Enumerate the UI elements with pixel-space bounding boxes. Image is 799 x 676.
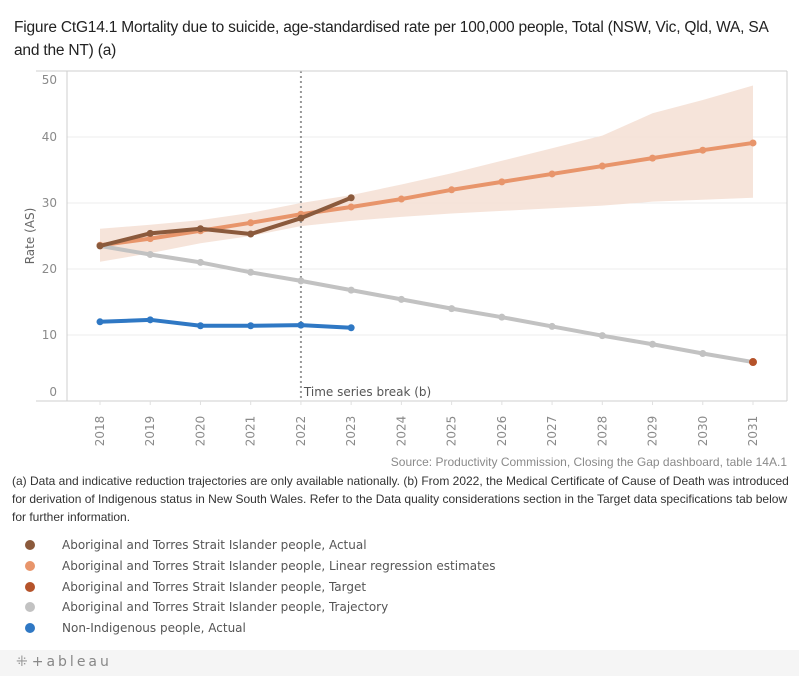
data-point-non-indigenous-people-actual (347, 324, 355, 332)
data-point-aboriginal-and-torres-strait-islander-people-actual (347, 194, 355, 202)
data-point-aboriginal-and-torres-strait-islander-people-trajectory (297, 277, 305, 285)
data-point-aboriginal-and-torres-strait-islander-people-actual (96, 242, 104, 250)
data-point-aboriginal-and-torres-strait-islander-people-trajectory (649, 340, 657, 348)
series-line-non-indigenous-people-actual (98, 317, 354, 330)
data-point-aboriginal-and-torres-strait-islander-people-target (749, 358, 757, 367)
data-point-aboriginal-and-torres-strait-islander-people-actual (196, 225, 204, 233)
tableau-logo-icon: ⁜ (16, 654, 28, 670)
data-point-non-indigenous-people-actual (96, 318, 104, 326)
legend-item[interactable]: Aboriginal and Torres Strait Islander pe… (22, 556, 495, 577)
footnotes: (a) Data and indicative reduction trajec… (12, 474, 789, 524)
y-tick-label: 50 (42, 73, 57, 87)
legend-swatch-icon (25, 623, 35, 634)
tableau-logo-text: +ableau (31, 654, 112, 670)
source-note: Source: Productivity Commission, Closing… (390, 455, 787, 469)
y-tick-label: 40 (42, 130, 57, 144)
x-tick-label: 2020 (193, 416, 207, 447)
x-tick-label: 2031 (746, 416, 760, 447)
x-tick-label: 2027 (545, 416, 559, 447)
data-point-aboriginal-and-torres-strait-islander-people-trajectory (548, 322, 556, 330)
legend-item[interactable]: Aboriginal and Torres Strait Islander pe… (22, 576, 495, 597)
data-point-aboriginal-and-torres-strait-islander-people-actual (297, 214, 305, 222)
data-point-aboriginal-and-torres-strait-islander-people-linear-regression-estimates (699, 146, 707, 154)
y-tick-label: 0 (49, 385, 57, 399)
x-tick-label: 2024 (394, 416, 408, 447)
series-layer (96, 139, 757, 367)
data-point-aboriginal-and-torres-strait-islander-people-trajectory (498, 313, 506, 321)
data-point-aboriginal-and-torres-strait-islander-people-trajectory (598, 332, 606, 340)
tableau-logo[interactable]: ⁜ +ableau (16, 654, 112, 670)
legend-item[interactable]: Aboriginal and Torres Strait Islander pe… (22, 535, 495, 556)
data-point-aboriginal-and-torres-strait-islander-people-trajectory (347, 286, 355, 294)
data-point-aboriginal-and-torres-strait-islander-people-trajectory (699, 349, 707, 357)
data-point-aboriginal-and-torres-strait-islander-people-linear-regression-estimates (498, 178, 506, 186)
x-tick-label: 2023 (344, 416, 358, 447)
data-point-aboriginal-and-torres-strait-islander-people-linear-regression-estimates (247, 219, 255, 227)
data-point-non-indigenous-people-actual (247, 322, 255, 330)
x-tick-label: 2022 (294, 416, 308, 447)
legend-label: Non-Indigenous people, Actual (62, 621, 246, 636)
legend-label: Aboriginal and Torres Strait Islander pe… (62, 600, 389, 615)
data-point-non-indigenous-people-actual (146, 316, 154, 324)
data-point-aboriginal-and-torres-strait-islander-people-trajectory (196, 258, 204, 266)
data-point-aboriginal-and-torres-strait-islander-people-actual (146, 229, 154, 237)
x-tick-label: 2021 (244, 416, 258, 447)
confidence-band (100, 85, 753, 262)
data-point-aboriginal-and-torres-strait-islander-people-linear-regression-estimates (598, 162, 606, 170)
legend: Aboriginal and Torres Strait Islander pe… (22, 535, 495, 638)
legend-label: Aboriginal and Torres Strait Islander pe… (62, 559, 496, 574)
x-tick-label: 2028 (595, 416, 609, 447)
data-point-aboriginal-and-torres-strait-islander-people-linear-regression-estimates (548, 170, 556, 178)
x-tick-label: 2030 (696, 416, 710, 447)
x-tick-label: 2029 (646, 416, 660, 447)
data-point-aboriginal-and-torres-strait-islander-people-linear-regression-estimates (448, 186, 456, 194)
data-point-aboriginal-and-torres-strait-islander-people-trajectory (247, 268, 255, 276)
legend-item[interactable]: Aboriginal and Torres Strait Islander pe… (22, 597, 495, 618)
legend-swatch-icon (25, 581, 35, 592)
x-tick-label: 2025 (445, 416, 459, 447)
confidence-band-layer (100, 85, 753, 262)
y-tick-label: 30 (42, 196, 57, 210)
data-point-aboriginal-and-torres-strait-islander-people-trajectory (397, 295, 405, 303)
data-point-aboriginal-and-torres-strait-islander-people-actual (247, 230, 255, 238)
chart-title: Figure CtG14.1 Mortality due to suicide,… (14, 19, 768, 59)
data-point-aboriginal-and-torres-strait-islander-people-linear-regression-estimates (749, 139, 757, 147)
series-line-aboriginal-and-torres-strait-islander-people-actual (98, 195, 354, 248)
time-series-break-label: Time series break (b) (303, 385, 431, 399)
data-point-aboriginal-and-torres-strait-islander-people-trajectory (448, 305, 456, 313)
legend-label: Aboriginal and Torres Strait Islander pe… (62, 538, 367, 553)
series-line-aboriginal-and-torres-strait-islander-people-trajectory (98, 243, 755, 365)
footer-bar: ⁜ +ableau (0, 650, 799, 676)
legend-label: Aboriginal and Torres Strait Islander pe… (62, 579, 367, 594)
x-tick-label: 2019 (143, 416, 157, 447)
legend-swatch-icon (25, 602, 35, 613)
y-tick-label: 10 (42, 328, 57, 342)
data-point-aboriginal-and-torres-strait-islander-people-linear-regression-estimates (146, 235, 154, 243)
data-point-non-indigenous-people-actual (196, 322, 204, 330)
data-point-aboriginal-and-torres-strait-islander-people-linear-regression-estimates (397, 195, 405, 203)
legend-swatch-icon (25, 540, 35, 551)
data-point-non-indigenous-people-actual (297, 321, 305, 329)
legend-item[interactable]: Non-Indigenous people, Actual (22, 618, 495, 639)
y-tick-label: 20 (42, 262, 57, 276)
time-series-break-layer: Time series break (b) (299, 71, 431, 401)
data-point-aboriginal-and-torres-strait-islander-people-linear-regression-estimates (649, 154, 657, 162)
y-axis-label: Rate (AS) (23, 208, 37, 265)
data-point-aboriginal-and-torres-strait-islander-people-linear-regression-estimates (347, 203, 355, 211)
legend-swatch-icon (25, 561, 35, 572)
x-tick-label: 2026 (495, 416, 509, 447)
x-tick-label: 2018 (93, 416, 107, 447)
data-point-aboriginal-and-torres-strait-islander-people-trajectory (146, 250, 154, 258)
